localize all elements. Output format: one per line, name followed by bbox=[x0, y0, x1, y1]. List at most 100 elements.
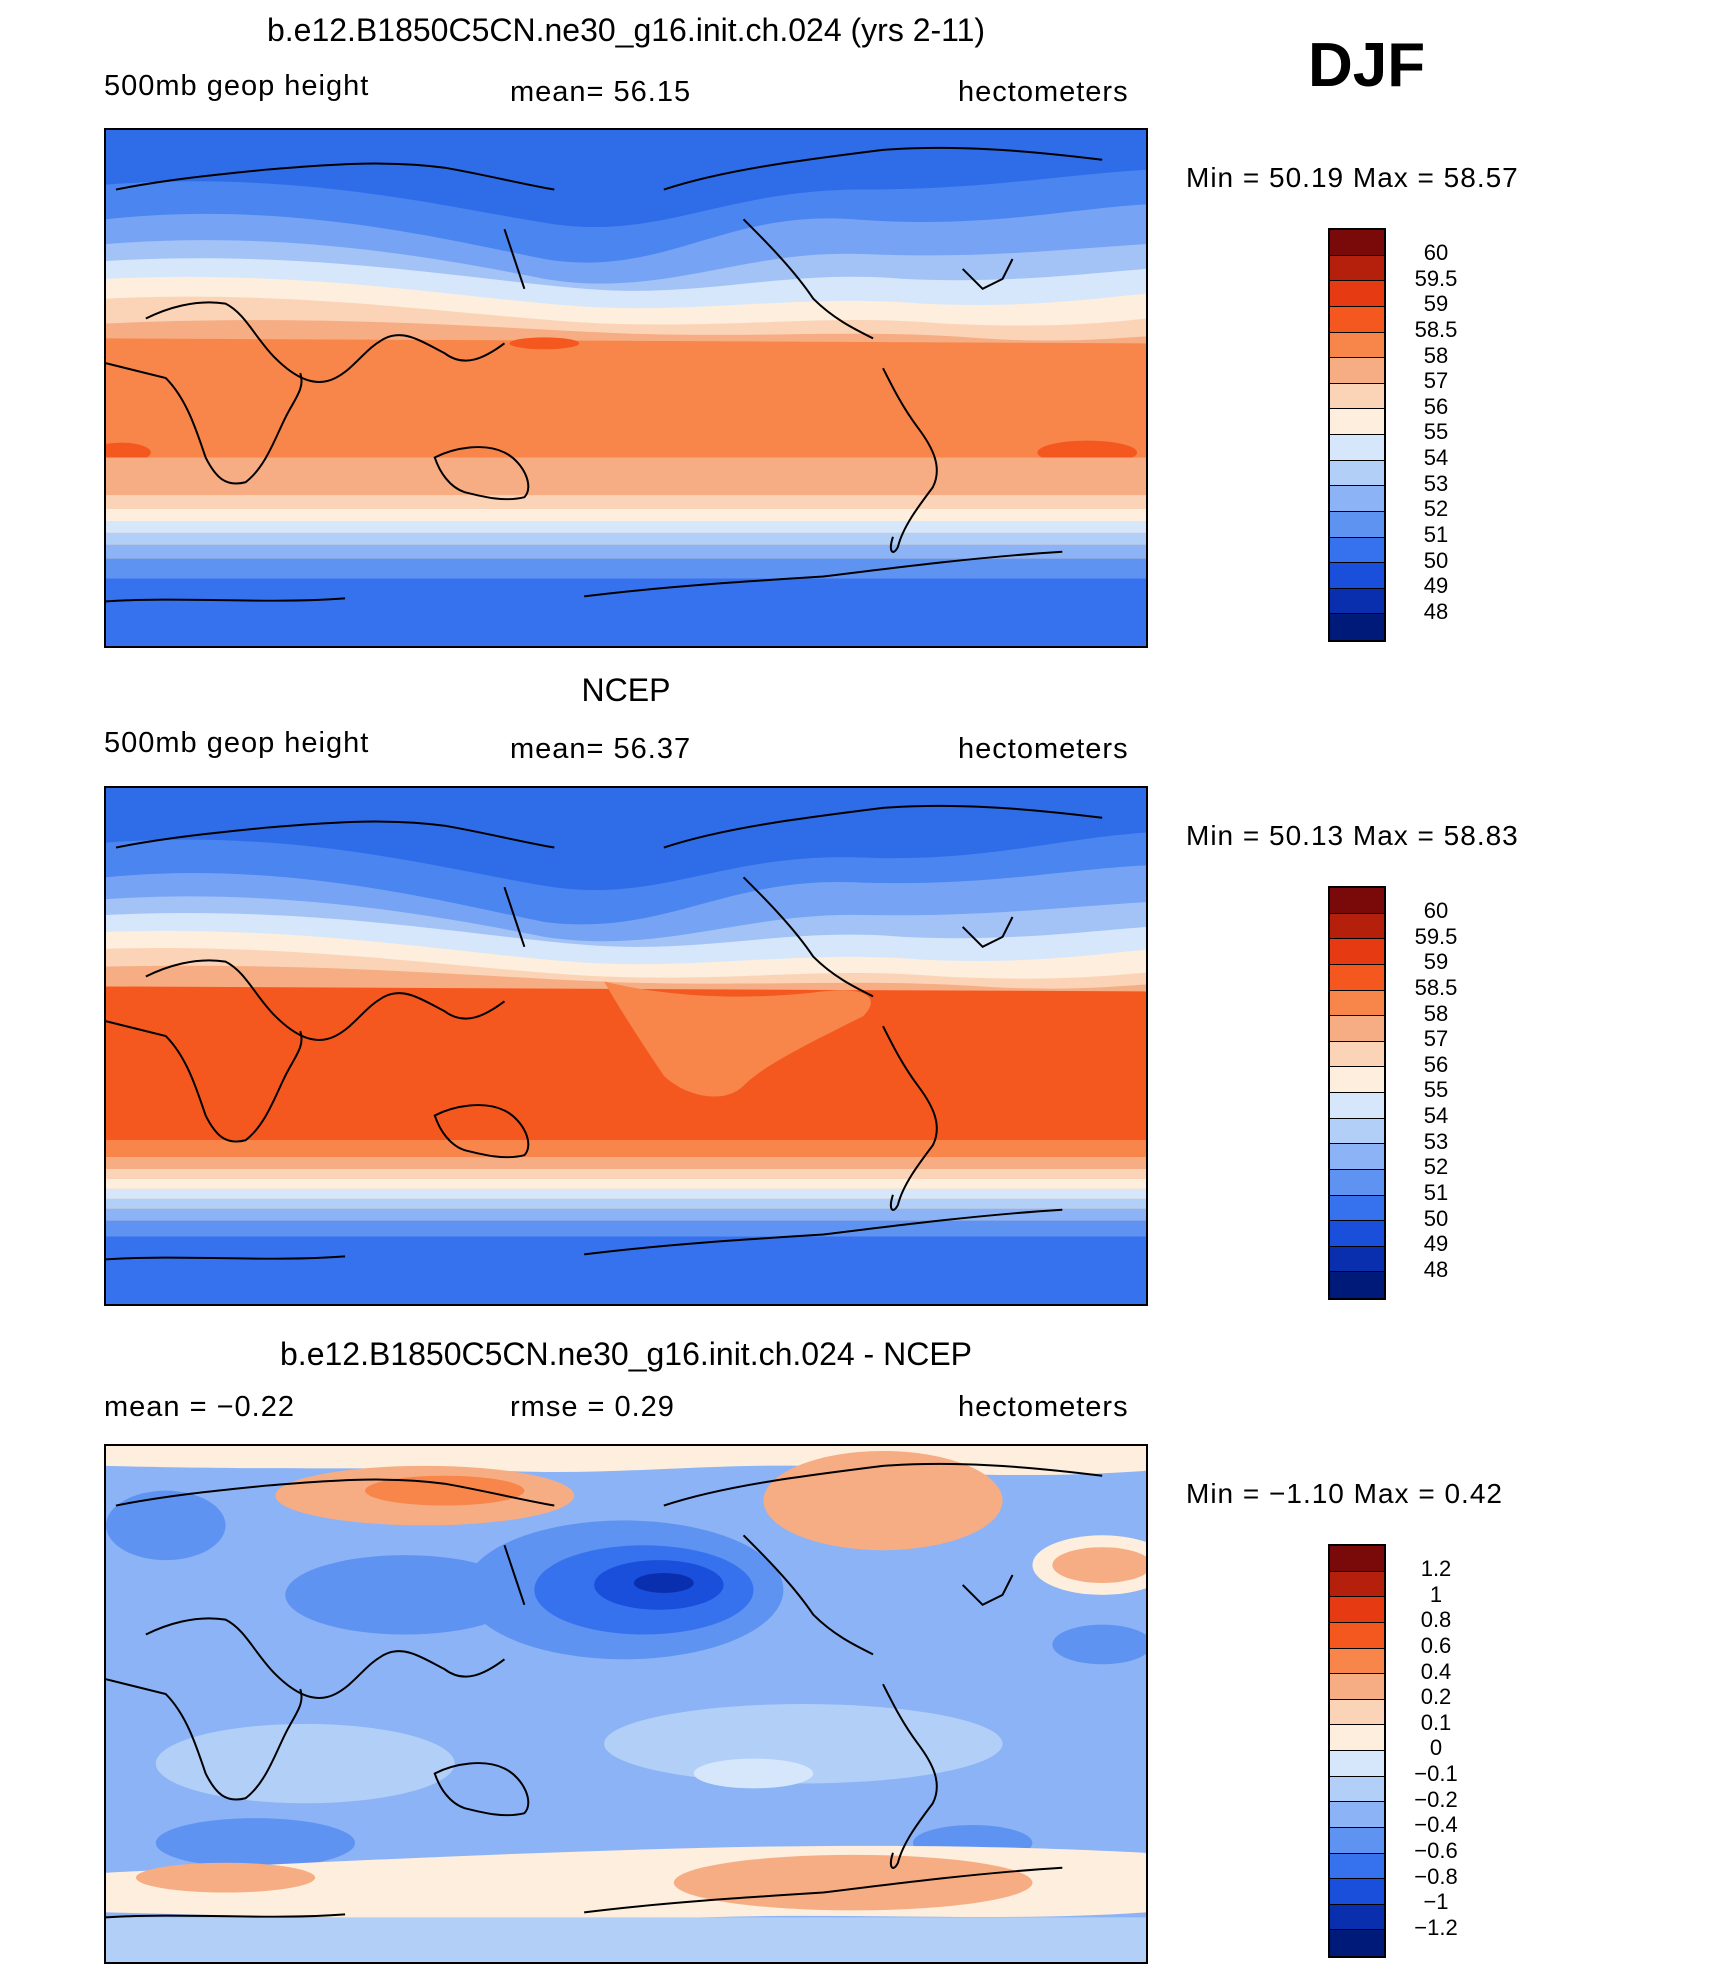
colorbar-swatch bbox=[1330, 486, 1384, 512]
colorbar-swatch bbox=[1330, 939, 1384, 965]
colorbar-swatch bbox=[1330, 1904, 1384, 1931]
colorbar-tick-label: −0.4 bbox=[1414, 1812, 1458, 1838]
colorbar-tick-label: 60 bbox=[1423, 898, 1449, 923]
colorbar-tick-label: 54 bbox=[1423, 1103, 1449, 1128]
panel3-min-max: Min = −1.10 Max = 0.42 bbox=[1186, 1478, 1503, 1509]
colorbar-tick-label: 57 bbox=[1423, 1026, 1449, 1052]
colorbar-swatch bbox=[1330, 537, 1384, 564]
panel2-colorbar bbox=[1328, 886, 1386, 1300]
panel2-min-max: Min = 50.13 Max = 58.83 bbox=[1186, 820, 1519, 851]
colorbar-swatch bbox=[1330, 281, 1384, 307]
colorbar-swatch bbox=[1330, 563, 1384, 589]
colorbar-swatch bbox=[1330, 1699, 1384, 1726]
panel2-units-label: hectometers bbox=[958, 733, 1129, 765]
colorbar-swatch bbox=[1330, 255, 1384, 282]
colorbar-swatch bbox=[1330, 1067, 1384, 1093]
colorbar-tick-label: 50 bbox=[1423, 547, 1449, 573]
colorbar-swatch bbox=[1330, 1622, 1384, 1649]
season-label: DJF bbox=[1308, 31, 1426, 100]
colorbar-swatch bbox=[1330, 1169, 1384, 1196]
colorbar-tick-label: −1.2 bbox=[1414, 1914, 1458, 1940]
colorbar-swatch bbox=[1330, 1674, 1384, 1700]
colorbar-tick-label: 0.1 bbox=[1420, 1709, 1452, 1735]
colorbar-swatch bbox=[1330, 306, 1384, 333]
colorbar-tick-label: 0.6 bbox=[1420, 1632, 1452, 1658]
colorbar-swatch bbox=[1330, 409, 1384, 435]
colorbar-swatch bbox=[1330, 383, 1384, 410]
colorbar-swatch bbox=[1330, 230, 1384, 256]
colorbar-swatch bbox=[1330, 460, 1384, 487]
colorbar-tick-label: −0.1 bbox=[1414, 1761, 1458, 1786]
colorbar-swatch bbox=[1330, 1144, 1384, 1170]
colorbar-swatch bbox=[1330, 888, 1384, 914]
panel1-field-label: 500mb geop height bbox=[104, 70, 370, 102]
colorbar-tick-label: 59.5 bbox=[1414, 265, 1458, 291]
colorbar-tick-label: 58.5 bbox=[1414, 974, 1458, 1000]
colorbar-tick-label: −0.8 bbox=[1414, 1863, 1458, 1889]
colorbar-swatch bbox=[1330, 358, 1384, 384]
panel1-colorbar bbox=[1328, 228, 1386, 642]
colorbar-swatch bbox=[1330, 1879, 1384, 1905]
colorbar-swatch bbox=[1330, 1272, 1384, 1298]
colorbar-tick-label: 56 bbox=[1423, 393, 1449, 419]
colorbar-tick-label: 1.2 bbox=[1420, 1556, 1452, 1581]
colorbar-swatch bbox=[1330, 990, 1384, 1017]
colorbar-tick-label: −0.2 bbox=[1414, 1786, 1458, 1812]
colorbar-swatch bbox=[1330, 1195, 1384, 1222]
colorbar-tick-label: 49 bbox=[1423, 573, 1449, 599]
panel3-map bbox=[104, 1444, 1148, 1964]
panel1-min-max: Min = 50.19 Max = 58.57 bbox=[1186, 162, 1519, 193]
panel1-units-label: hectometers bbox=[958, 76, 1129, 108]
panel2-field-label: 500mb geop height bbox=[104, 727, 370, 759]
colorbar-tick-label: 58.5 bbox=[1414, 316, 1458, 342]
colorbar-swatch bbox=[1330, 1118, 1384, 1145]
colorbar-tick-label: 0.2 bbox=[1420, 1684, 1452, 1710]
panel3-mean-label: mean = −0.22 bbox=[104, 1391, 295, 1423]
colorbar-tick-label: 58 bbox=[1423, 342, 1449, 368]
colorbar-tick-label: 0 bbox=[1429, 1735, 1443, 1761]
colorbar-swatch bbox=[1330, 1246, 1384, 1273]
colorbar-tick-label: 59.5 bbox=[1414, 923, 1458, 949]
colorbar-swatch bbox=[1330, 1221, 1384, 1247]
colorbar-swatch bbox=[1330, 964, 1384, 991]
colorbar-swatch bbox=[1330, 435, 1384, 461]
colorbar-swatch bbox=[1330, 1571, 1384, 1598]
colorbar-tick-label: 52 bbox=[1423, 1154, 1449, 1180]
panel1-map bbox=[104, 128, 1148, 648]
colorbar-swatch bbox=[1330, 1016, 1384, 1042]
colorbar-tick-label: 54 bbox=[1423, 445, 1449, 470]
colorbar-tick-label: 51 bbox=[1423, 521, 1449, 547]
colorbar-swatch bbox=[1330, 1597, 1384, 1623]
colorbar-tick-label: −1 bbox=[1423, 1889, 1449, 1915]
colorbar-swatch bbox=[1330, 1776, 1384, 1803]
colorbar-swatch bbox=[1330, 1725, 1384, 1751]
panel3-colorbar bbox=[1328, 1544, 1386, 1958]
colorbar-swatch bbox=[1330, 1648, 1384, 1675]
colorbar-tick-label: −0.6 bbox=[1414, 1837, 1458, 1863]
colorbar-swatch bbox=[1330, 1853, 1384, 1880]
colorbar-swatch bbox=[1330, 588, 1384, 615]
colorbar-tick-label: 0.4 bbox=[1420, 1658, 1452, 1684]
colorbar-tick-label: 59 bbox=[1423, 291, 1449, 317]
colorbar-tick-label: 53 bbox=[1423, 470, 1449, 496]
colorbar-tick-label: 48 bbox=[1423, 598, 1449, 624]
panel2-map bbox=[104, 786, 1148, 1306]
colorbar-tick-label: 0.8 bbox=[1420, 1607, 1452, 1633]
colorbar-swatch bbox=[1330, 332, 1384, 359]
colorbar-tick-label: 55 bbox=[1423, 419, 1449, 445]
colorbar-swatch bbox=[1330, 614, 1384, 640]
colorbar-tick-label: 59 bbox=[1423, 949, 1449, 975]
colorbar-swatch bbox=[1330, 1827, 1384, 1854]
colorbar-swatch bbox=[1330, 1930, 1384, 1956]
colorbar-tick-label: 56 bbox=[1423, 1051, 1449, 1077]
panel2-title: NCEP bbox=[581, 672, 671, 708]
panel1-mean-label: mean= 56.15 bbox=[510, 76, 692, 108]
colorbar-tick-label: 51 bbox=[1423, 1179, 1449, 1205]
colorbar-swatch bbox=[1330, 1802, 1384, 1828]
panel3-rmse-label: rmse = 0.29 bbox=[510, 1391, 675, 1423]
colorbar-swatch bbox=[1330, 913, 1384, 940]
panel3-title: b.e12.B1850C5CN.ne30_g16.init.ch.024 - N… bbox=[280, 1336, 972, 1372]
colorbar-swatch bbox=[1330, 1093, 1384, 1119]
colorbar-tick-label: 60 bbox=[1423, 240, 1449, 265]
colorbar-tick-label: 57 bbox=[1423, 368, 1449, 394]
